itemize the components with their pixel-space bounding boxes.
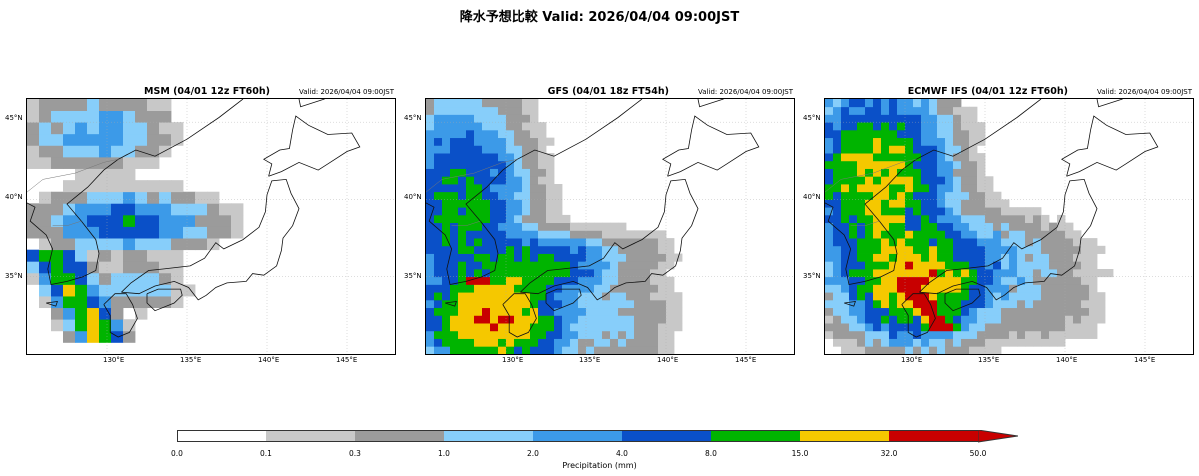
panel-valid: Valid: 2026/04/04 09:00JST (299, 88, 394, 96)
gridlines (426, 99, 794, 354)
precip-map (824, 98, 1194, 355)
colorbar-segment (889, 430, 978, 442)
gridlines (825, 99, 1193, 354)
panel-valid: Valid: 2026/04/04 09:00JST (1097, 88, 1192, 96)
lon-label: 130°E (103, 356, 125, 364)
colorbar-tick: 15.0 (791, 449, 809, 458)
panel-title: MSM (04/01 12z FT60h) (144, 86, 270, 97)
precip-field (825, 99, 1114, 354)
colorbar (177, 430, 1023, 444)
lat-label: 45°N (404, 114, 422, 122)
lon-label: 135°E (579, 356, 601, 364)
colorbar-tick: 0.1 (260, 449, 272, 458)
colorbar-tick: 50.0 (969, 449, 987, 458)
figure-title: 降水予想比較 Valid: 2026/04/04 09:00JST (459, 10, 740, 25)
lon-label: 130°E (502, 356, 524, 364)
colorbar-segment (711, 430, 800, 442)
colorbar-segment (800, 430, 889, 442)
precip-map (26, 98, 396, 355)
coastlines (426, 99, 760, 338)
panel-title: GFS (04/01 18z FT54h) (547, 86, 669, 97)
colorbar-tick: 2.0 (527, 449, 539, 458)
panel-gfs: GFS (04/01 18z FT54h) Valid: 2026/04/04 0… (425, 86, 797, 366)
colorbar-segment (444, 430, 533, 442)
panel-msm: MSM (04/01 12z FT60h) Valid: 2026/04/04 0… (26, 86, 398, 366)
lon-label: 145°E (336, 356, 358, 364)
colorbar-tick: 8.0 (705, 449, 717, 458)
colorbar-extend-arrow (978, 430, 1018, 443)
map-canvas (825, 99, 1193, 354)
coastlines (27, 99, 361, 338)
panel-title: ECMWF IFS (04/01 12z FT60h) (907, 86, 1068, 97)
colorbar-tick: 4.0 (616, 449, 628, 458)
colorbar-tick: 0.3 (349, 449, 361, 458)
precip-field (27, 99, 244, 343)
lat-label: 45°N (5, 114, 23, 122)
lon-label: 135°E (978, 356, 1000, 364)
lon-label: 140°E (657, 356, 679, 364)
gridlines (27, 99, 395, 354)
map-canvas (27, 99, 395, 354)
lat-label: 35°N (5, 272, 23, 280)
lon-label: 135°E (180, 356, 202, 364)
colorbar-tick: 32.0 (880, 449, 898, 458)
colorbar-tick: 0.0 (171, 449, 183, 458)
colorbar-label: Precipitation (mm) (562, 461, 637, 470)
panel-ecmwf: ECMWF IFS (04/01 12z FT60h) Valid: 2026/0… (824, 86, 1196, 366)
precip-map (425, 98, 795, 355)
colorbar-segment (533, 430, 622, 442)
lat-label: 40°N (404, 193, 422, 201)
lat-label: 40°N (5, 193, 23, 201)
colorbar-segment (177, 430, 266, 442)
lat-label: 40°N (803, 193, 821, 201)
lat-label: 35°N (404, 272, 422, 280)
coastlines (825, 99, 1159, 338)
precip-field (426, 99, 683, 354)
lon-label: 140°E (1056, 356, 1078, 364)
colorbar-segment (622, 430, 711, 442)
map-canvas (426, 99, 794, 354)
colorbar-segment (355, 430, 444, 442)
lat-label: 45°N (803, 114, 821, 122)
lon-label: 140°E (258, 356, 280, 364)
colorbar-tick: 1.0 (438, 449, 450, 458)
lon-label: 145°E (1134, 356, 1156, 364)
lat-label: 35°N (803, 272, 821, 280)
colorbar-segment (266, 430, 355, 442)
lon-label: 145°E (735, 356, 757, 364)
panel-valid: Valid: 2026/04/04 09:00JST (698, 88, 793, 96)
lon-label: 130°E (901, 356, 923, 364)
